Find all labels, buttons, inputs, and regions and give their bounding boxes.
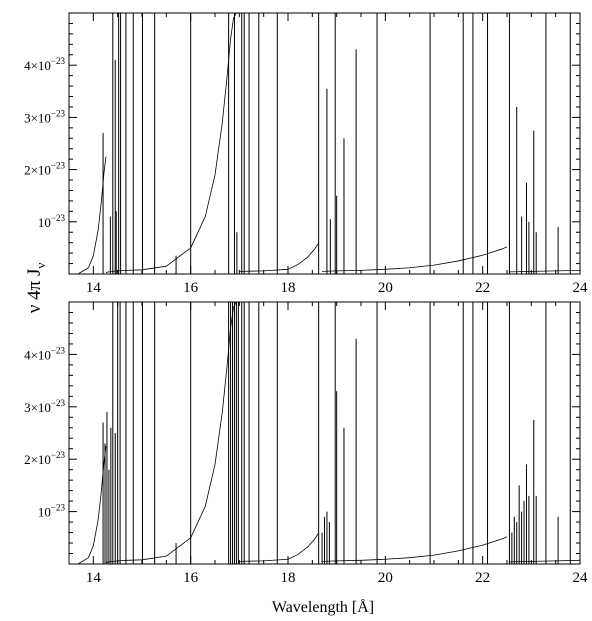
x-tick-label: 14 [86, 280, 102, 296]
x-axis-title: Wavelength [Å] [272, 598, 374, 616]
y-tick-label: 10−23 [38, 213, 66, 230]
continuum-segment-3 [322, 246, 508, 272]
x-tick-label: 14 [86, 570, 102, 586]
y-axis-title: ν 4π Jν [24, 263, 48, 314]
x-tick-label: 24 [573, 280, 589, 296]
x-tick-label: 16 [183, 280, 199, 296]
y-tick-label: 2×10−23 [24, 161, 65, 178]
y-tick-label: 3×10−23 [24, 398, 65, 415]
continuum-segment-3 [322, 536, 508, 562]
bottom-panel: 14 16 18 20 22 24 10−23 2×10−23 3×10−23 4×10−23 [24, 301, 589, 586]
y-axis-title-main: ν 4π J [24, 269, 45, 314]
axes-frame [68, 301, 581, 565]
x-tick-label: 22 [475, 280, 490, 296]
continuum-segment-0 [78, 156, 107, 274]
continuum-segment-4 [509, 559, 580, 563]
plot-area [78, 13, 580, 274]
x-tick-label: 18 [281, 280, 296, 296]
x-tick-label: 22 [475, 570, 490, 586]
y-tick-label: 3×10−23 [24, 108, 65, 125]
x-tick-label: 16 [183, 570, 199, 586]
y-tick-label: 10−23 [38, 503, 66, 520]
continuum-segment-2 [239, 533, 319, 562]
x-tick-label: 24 [573, 570, 589, 586]
y-tick-label: 4×10−23 [24, 345, 65, 362]
y-axis-title-sub: ν [33, 263, 48, 269]
plot-area [78, 302, 580, 564]
continuum-segment-0 [78, 446, 107, 564]
x-tick-label: 20 [378, 570, 393, 586]
axes-frame [68, 12, 581, 275]
continuum-segment-4 [509, 269, 580, 273]
x-tick-label: 20 [378, 280, 393, 296]
y-tick-label: 2×10−23 [24, 450, 65, 467]
x-tick-label: 18 [281, 570, 296, 586]
y-tick-label: 4×10−23 [24, 56, 65, 73]
continuum-segment-2 [239, 243, 319, 272]
top-panel: 14 16 18 20 22 24 10−23 2×10−23 3×10−23 4×10−23 [24, 12, 589, 296]
